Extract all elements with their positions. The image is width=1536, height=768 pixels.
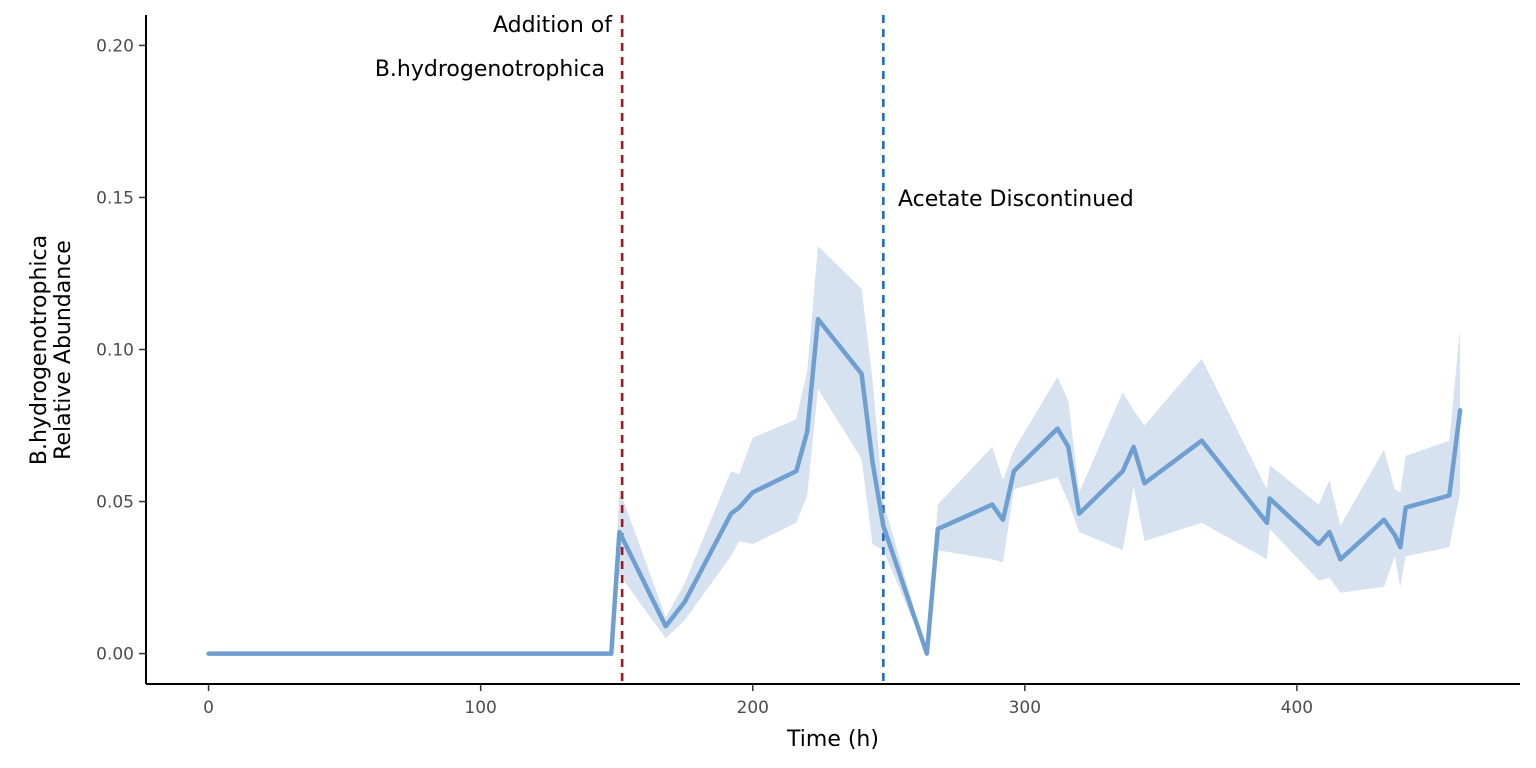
- annotation-addition-line-1: Addition of: [493, 13, 613, 38]
- y-tick-label: 0.05: [96, 493, 134, 513]
- y-tick-label: 0.10: [96, 341, 134, 361]
- y-axis-title-line-1: B.hydrogenotrophica: [27, 235, 52, 465]
- y-tick-label: 0.15: [96, 188, 134, 208]
- annotation-addition-line-2: B.hydrogenotrophica: [375, 57, 605, 82]
- axes-layer: 0 100 200 300 400 0.00 0.05 0.10 0.15 0.20: [96, 15, 1520, 718]
- axis-titles-layer: Time (h) B.hydrogenotrophica Relative Ab…: [27, 235, 879, 752]
- x-axis-title: Time (h): [786, 727, 879, 752]
- x-tick-label: 100: [464, 698, 496, 718]
- annotation-acetate: Acetate Discontinued: [898, 187, 1134, 212]
- y-tick-label: 0.00: [96, 645, 134, 665]
- x-tick-label: 400: [1281, 698, 1313, 718]
- series-line: [206, 316, 1463, 656]
- x-tick-label: 300: [1009, 698, 1041, 718]
- x-tick-label: 200: [737, 698, 769, 718]
- confidence-ribbon: [208, 246, 1461, 654]
- annotations-layer: Addition of B.hydrogenotrophica Acetate …: [375, 13, 1134, 212]
- x-tick-label: 0: [203, 698, 214, 718]
- y-axis-title-line-2: Relative Abundance: [51, 240, 76, 460]
- confidence-ribbon-layer: [208, 246, 1461, 654]
- series-line-layer: [206, 316, 1463, 656]
- y-tick-label: 0.20: [96, 36, 134, 56]
